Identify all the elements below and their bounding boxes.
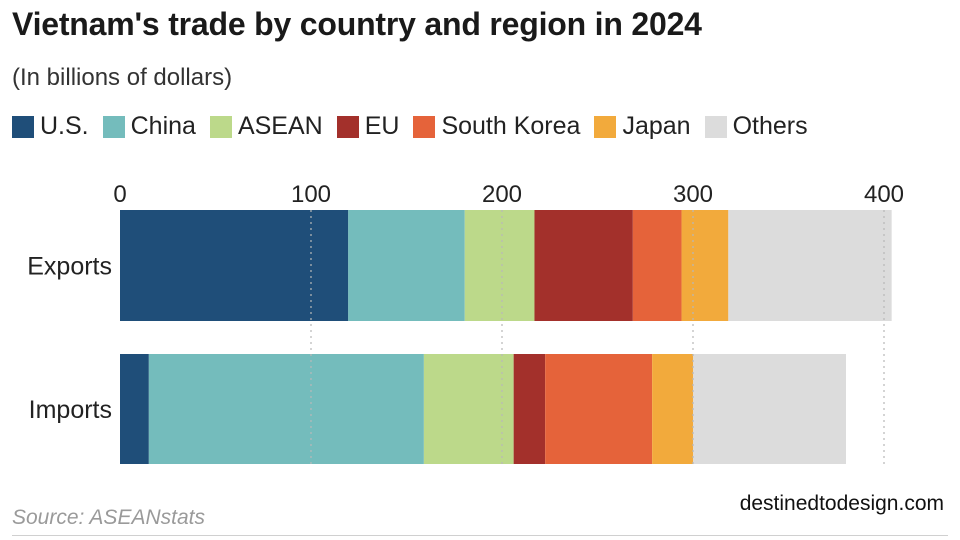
source-note: Source: ASEANstats <box>12 506 205 529</box>
bar-segment <box>632 210 682 321</box>
legend-item: Japan <box>594 112 691 141</box>
bar-segment <box>464 210 535 321</box>
x-tick-label: 100 <box>291 181 331 208</box>
legend-swatch <box>336 115 359 138</box>
bar-segment <box>652 354 694 464</box>
category-label: Exports <box>27 253 112 281</box>
legend: U.S. China ASEAN EU South Korea Japan Others <box>12 112 822 141</box>
legend-label: Others <box>732 112 808 140</box>
bar-segment <box>120 354 149 464</box>
bar-segment <box>120 210 349 321</box>
chart-subtitle: (In billions of dollars) <box>12 64 233 91</box>
legend-swatch <box>413 115 436 138</box>
x-tick-label: 0 <box>113 181 126 208</box>
bar-segment <box>513 354 546 464</box>
x-tick-label: 200 <box>482 181 522 208</box>
legend-swatch <box>209 115 232 138</box>
bar-segment <box>423 354 514 464</box>
category-label: Imports <box>29 396 112 424</box>
bar-segment <box>534 210 633 321</box>
watermark-text: destinedtodesign.com <box>739 492 944 515</box>
bar-segment <box>148 354 424 464</box>
legend-item: EU <box>336 112 400 141</box>
x-tick-label: 400 <box>864 181 904 208</box>
source-divider <box>12 535 948 536</box>
x-tick-label: 300 <box>673 181 713 208</box>
bar-segment <box>728 210 892 321</box>
legend-swatch <box>12 115 34 138</box>
legend-label: U.S. <box>40 112 89 140</box>
bar-segment <box>348 210 465 321</box>
bar-segment <box>693 354 846 464</box>
legend-label: ASEAN <box>237 112 323 140</box>
legend-swatch <box>594 115 617 138</box>
bar-segment <box>681 210 729 321</box>
legend-label: China <box>130 112 196 140</box>
legend-swatch <box>704 115 727 138</box>
legend-item: U.S. <box>12 112 89 141</box>
legend-item: South Korea <box>413 112 580 141</box>
legend-swatch <box>102 115 125 138</box>
legend-item: Others <box>704 112 808 141</box>
bar-segment <box>545 354 653 464</box>
legend-label: Japan <box>622 112 691 140</box>
legend-item: ASEAN <box>209 112 323 141</box>
legend-label: South Korea <box>441 112 581 140</box>
legend-label: EU <box>364 112 400 140</box>
legend-item: China <box>102 112 196 141</box>
chart-title: Vietnam's trade by country and region in… <box>12 6 702 42</box>
